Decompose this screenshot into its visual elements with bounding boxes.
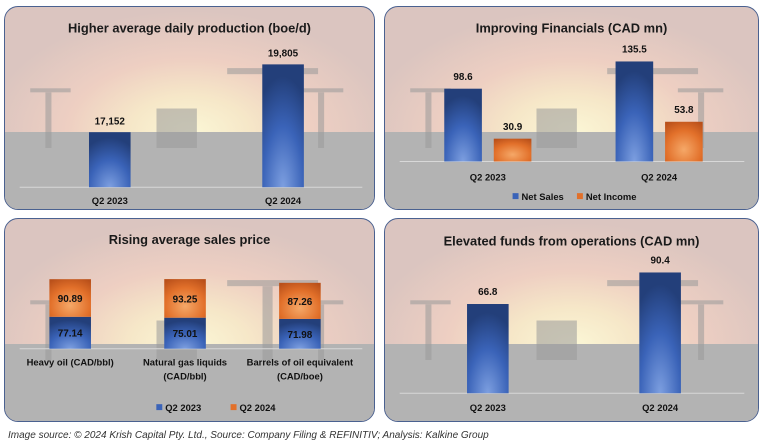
legend-label: Net Sales bbox=[521, 191, 563, 202]
x-tick-label: Q2 2023 bbox=[470, 402, 506, 413]
x-tick-label: Q2 2023 bbox=[92, 195, 128, 206]
stacked-bar-segment bbox=[49, 279, 91, 317]
legend-swatch bbox=[156, 404, 163, 411]
net-income-bar bbox=[493, 138, 532, 162]
x-tick-label: Q2 2024 bbox=[641, 171, 678, 182]
chart-title: Higher average daily production (boe/d) bbox=[68, 21, 311, 36]
legend-swatch bbox=[512, 193, 519, 200]
data-label: 66.8 bbox=[478, 287, 498, 298]
net-sales-bar bbox=[615, 61, 654, 162]
bar bbox=[88, 132, 131, 188]
data-label: 90.89 bbox=[58, 294, 83, 305]
production-chart: Higher average daily production (boe/d) 1… bbox=[19, 21, 363, 206]
x-tick-label: Q2 2023 bbox=[470, 171, 506, 182]
data-label: 19,805 bbox=[268, 48, 299, 59]
legend-label: Net Income bbox=[586, 191, 637, 202]
bar bbox=[262, 64, 304, 188]
x-tick-label: (CAD/boe) bbox=[277, 370, 323, 381]
x-tick-label: Q2 2024 bbox=[642, 402, 679, 413]
x-tick-label: Q2 2024 bbox=[265, 195, 302, 206]
legend-swatch bbox=[576, 193, 583, 200]
data-label: 98.6 bbox=[453, 72, 473, 83]
bar bbox=[639, 272, 681, 394]
chart-title: Rising average sales price bbox=[109, 232, 271, 247]
data-label: 87.26 bbox=[288, 297, 313, 308]
stacked-bar-segment bbox=[279, 318, 321, 349]
financials-chart: Improving Financials (CAD mn) 98.6 30.9 Q2 … bbox=[399, 21, 745, 202]
data-label: 93.25 bbox=[173, 294, 198, 305]
bar bbox=[467, 304, 509, 394]
x-tick-label: Natural gas liquids bbox=[143, 357, 227, 368]
ffo-chart-panel: Elevated funds from operations (CAD mn) 6… bbox=[384, 218, 759, 422]
net-sales-bar bbox=[444, 88, 482, 162]
sales-price-chart-panel: Rising average sales price 77.14 90.89 Heav… bbox=[4, 218, 375, 422]
stacked-bar-segment bbox=[279, 282, 321, 319]
data-label: 135.5 bbox=[622, 45, 647, 56]
stacked-bar-segment bbox=[49, 316, 91, 349]
source-footnote: Image source: © 2024 Krish Capital Pty. … bbox=[8, 430, 489, 441]
legend-label: Q2 2023 bbox=[165, 402, 201, 413]
legend-swatch bbox=[230, 404, 237, 411]
data-label: 30.9 bbox=[503, 122, 523, 133]
stacked-bar-segment bbox=[164, 279, 206, 318]
chart-title: Elevated funds from operations (CAD mn) bbox=[444, 234, 700, 249]
sales-price-chart: Rising average sales price 77.14 90.89 Heav… bbox=[19, 232, 363, 413]
ffo-chart: Elevated funds from operations (CAD mn) 6… bbox=[399, 234, 745, 413]
financials-chart-panel: Improving Financials (CAD mn) 98.6 30.9 Q2 … bbox=[384, 6, 759, 210]
stacked-bar-segment bbox=[164, 317, 206, 349]
x-tick-label: (CAD/bbl) bbox=[163, 370, 206, 381]
data-label: 90.4 bbox=[650, 256, 670, 267]
data-label: 75.01 bbox=[173, 329, 198, 340]
net-income-bar bbox=[665, 121, 703, 162]
data-label: 77.14 bbox=[58, 329, 83, 340]
data-label: 53.8 bbox=[674, 105, 694, 116]
data-label: 17,152 bbox=[95, 116, 126, 127]
x-tick-label: Barrels of oil equivalent bbox=[247, 357, 354, 368]
data-label: 71.98 bbox=[288, 330, 313, 341]
legend-label: Q2 2024 bbox=[240, 402, 277, 413]
chart-title: Improving Financials (CAD mn) bbox=[476, 21, 667, 36]
production-chart-panel: Higher average daily production (boe/d) 1… bbox=[4, 6, 375, 210]
x-tick-label: Heavy oil (CAD/bbl) bbox=[27, 357, 114, 368]
